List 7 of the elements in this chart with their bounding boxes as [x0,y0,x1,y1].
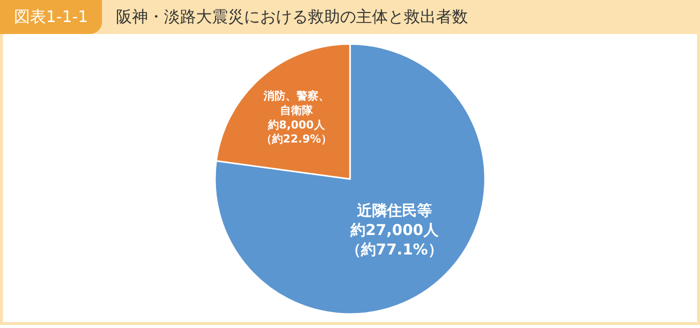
slice-label: 消防、警察、自衛隊 [262,90,330,118]
data-label: 約27,000人（約77.1%） [346,220,443,258]
data-label: 約8,000人（約22.9%） [260,118,332,146]
text: 図表1-1-1 [0,0,102,34]
slice-label: 近隣住民等 [356,201,432,220]
chart-title: 阪神・淡路大震災における救助の主体と救出者数 [116,6,468,28]
pie-slice [214,43,486,315]
